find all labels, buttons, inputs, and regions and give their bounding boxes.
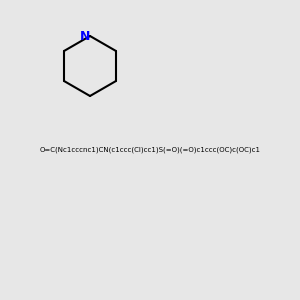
Text: O=C(Nc1cccnc1)CN(c1ccc(Cl)cc1)S(=O)(=O)c1ccc(OC)c(OC)c1: O=C(Nc1cccnc1)CN(c1ccc(Cl)cc1)S(=O)(=O)c… xyxy=(40,147,260,153)
Text: N: N xyxy=(80,29,91,43)
